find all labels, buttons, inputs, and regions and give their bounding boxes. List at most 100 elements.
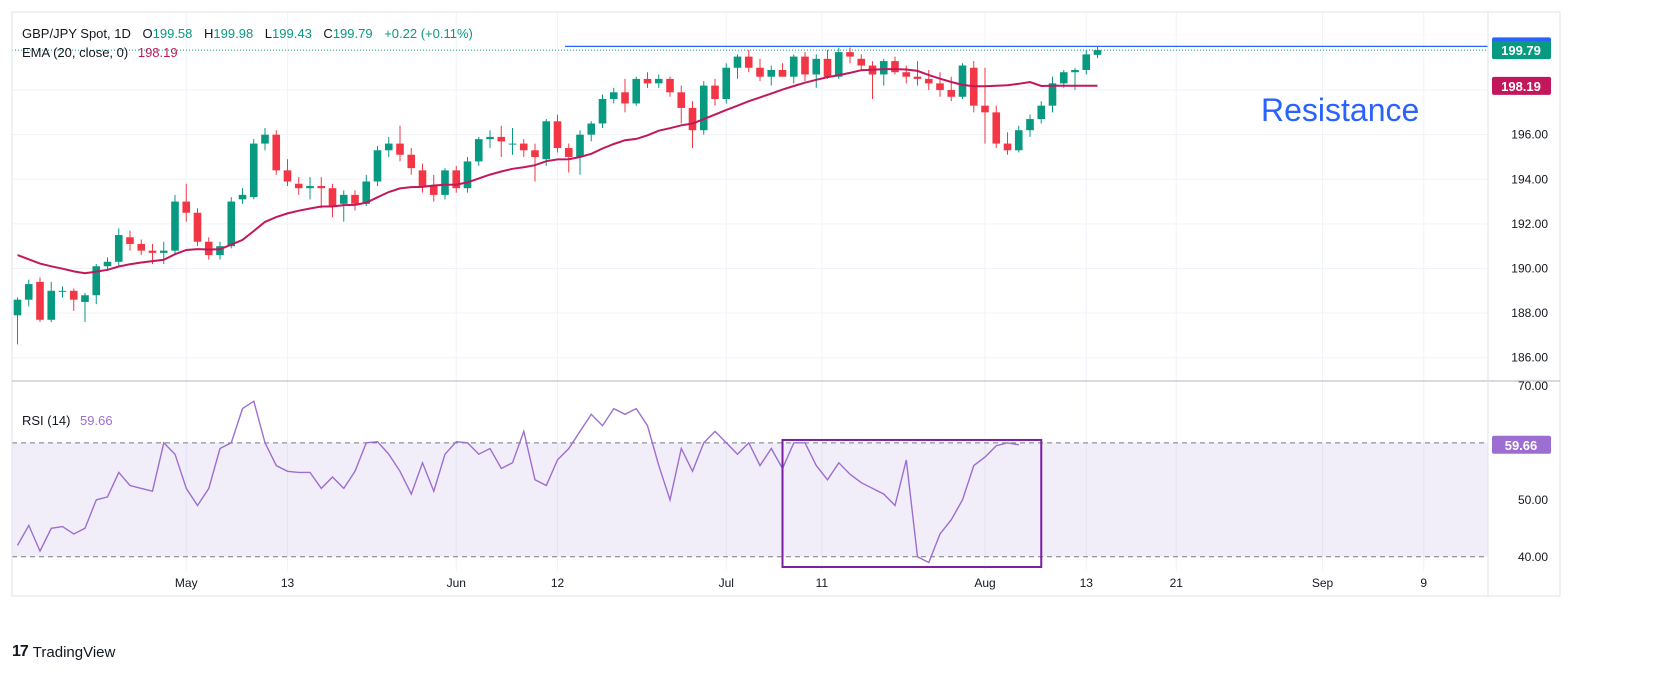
price-header: GBP/JPY Spot, 1D O199.58 H199.98 L199.43… — [22, 26, 473, 60]
price-tag-bg — [1492, 41, 1551, 60]
candle-body — [103, 261, 112, 267]
candle-body — [542, 121, 551, 160]
candle — [317, 177, 326, 209]
ema-label: EMA (20, close, 0) — [22, 45, 128, 60]
candle — [497, 125, 506, 157]
candle-body — [58, 290, 67, 292]
candle-body — [1014, 130, 1023, 151]
candle-body — [441, 170, 449, 195]
candle-body — [373, 150, 382, 182]
candle — [789, 54, 798, 84]
candle — [227, 197, 236, 249]
candle-body — [418, 170, 427, 186]
candle-body — [879, 61, 888, 75]
candle — [306, 177, 314, 200]
candle-body — [767, 69, 776, 77]
price-tag-bg — [1492, 76, 1551, 95]
candle — [69, 288, 78, 311]
candle-body — [148, 250, 157, 253]
candle-body — [699, 85, 708, 131]
candle — [981, 67, 989, 144]
svg-text:EMA (20, close, 0) 198.1: EMA (20, close, 0) 198.19 — [22, 45, 178, 60]
candle — [171, 194, 179, 256]
price-tick-label: 196.00 — [1511, 128, 1548, 142]
candle — [564, 143, 573, 173]
candle — [846, 47, 854, 64]
ema-line — [17, 68, 1098, 275]
tradingview-brand: 17 TradingView — [12, 643, 115, 661]
candle — [407, 148, 416, 175]
candle-body — [756, 67, 764, 77]
grid — [12, 12, 1488, 571]
candle — [396, 125, 404, 162]
candle — [812, 54, 821, 88]
candle — [744, 49, 753, 73]
rsi-tag: 59.66 — [1492, 435, 1551, 454]
candle-body — [654, 78, 663, 84]
svg-text:RSI (14) 59.66: RSI (14) 59.66 — [22, 413, 113, 428]
candle-body — [902, 72, 911, 77]
price-tick-label: 192.00 — [1511, 217, 1548, 231]
x-tick-label: May — [175, 576, 198, 590]
candle — [294, 177, 303, 195]
candle-body — [137, 243, 146, 251]
candle — [36, 277, 44, 323]
candle — [936, 72, 944, 97]
rsi-tag-bg — [1492, 435, 1551, 454]
x-tick-label: 12 — [551, 576, 565, 590]
candle — [463, 156, 472, 193]
open-label: O — [143, 26, 153, 41]
candle — [328, 183, 337, 218]
candle — [1026, 114, 1034, 137]
candle — [452, 165, 461, 193]
price-tag-label: 199.79 — [1501, 43, 1541, 58]
candle-body — [283, 170, 292, 182]
candle — [193, 208, 202, 247]
candle-body — [36, 281, 44, 320]
candle-body — [13, 299, 22, 316]
candle-body — [69, 290, 78, 300]
candle-body — [126, 237, 134, 244]
candle — [1048, 76, 1057, 113]
candle-body — [936, 83, 944, 91]
candle — [587, 121, 596, 142]
candle — [891, 56, 899, 75]
candle — [519, 139, 528, 157]
candle-body — [778, 69, 787, 77]
candle-body — [204, 241, 213, 256]
candle-body — [857, 58, 866, 66]
x-tick-label: 9 — [1420, 576, 1427, 590]
candle — [204, 237, 213, 260]
candle-body — [834, 52, 843, 77]
candle — [261, 127, 269, 151]
candle — [576, 130, 584, 175]
candle — [823, 49, 832, 79]
svg-text:GBP/JPY Spot, 1D O199.58: GBP/JPY Spot, 1D O199.58 H199.98 L199.43… — [22, 26, 473, 41]
candle — [902, 65, 911, 84]
tradingview-logo-icon: 17 — [12, 643, 29, 660]
candle-body — [981, 105, 989, 113]
candle-body — [227, 201, 236, 247]
candle-body — [171, 201, 179, 251]
price-tick-label: 190.00 — [1511, 261, 1548, 275]
candle — [643, 72, 652, 88]
candle — [767, 65, 776, 86]
candle-body — [564, 148, 573, 157]
candle-body — [24, 284, 33, 300]
candle — [834, 47, 843, 79]
rsi-tick-label: 70.00 — [1518, 379, 1548, 393]
candle — [272, 130, 281, 175]
close-value: 199.79 — [333, 26, 373, 41]
price-tag-label: 198.19 — [1501, 79, 1541, 94]
candle-body — [891, 61, 899, 73]
candle — [249, 139, 258, 200]
candle-body — [519, 143, 528, 151]
candle — [857, 54, 866, 70]
candle-body — [47, 290, 56, 320]
close-label: C — [323, 26, 332, 41]
x-tick-label: 21 — [1170, 576, 1184, 590]
candle-body — [587, 123, 596, 135]
price-tag: 198.19 — [1492, 76, 1551, 95]
candle — [182, 183, 191, 222]
